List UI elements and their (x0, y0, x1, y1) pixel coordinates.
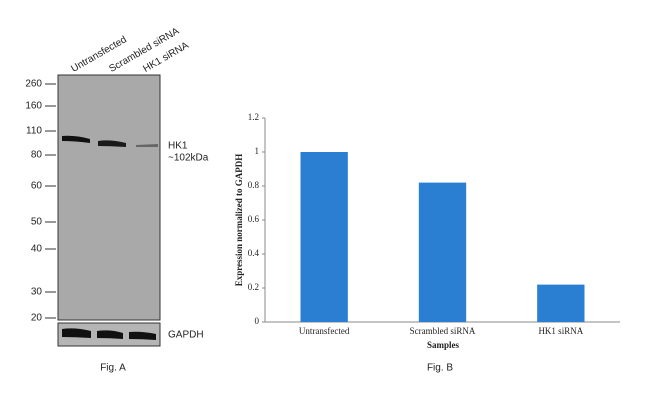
marker-label: 60 (31, 181, 43, 192)
x-axis-title: Samples (427, 340, 460, 350)
marker-label: 160 (25, 101, 42, 112)
band (97, 330, 123, 339)
y-tick-label: 0.8 (248, 180, 260, 190)
band (136, 144, 158, 147)
bar (537, 284, 585, 322)
caption: Fig. B (427, 363, 453, 374)
bar (418, 182, 467, 322)
y-tick-label: 1.2 (248, 112, 259, 122)
band-label: HK1 (168, 141, 188, 152)
western-blot: Untransfected Scrambled siRNA HK1 siRNA … (25, 26, 208, 374)
marker-label: 260 (25, 79, 42, 90)
x-tick-label: Scrambled siRNA (410, 326, 476, 336)
blot-membrane (57, 74, 161, 321)
bar-chart: Fig. B Samples Expression normalized to … (234, 112, 620, 374)
marker-label: 80 (31, 150, 43, 161)
bar (300, 152, 348, 322)
marker-label: 40 (31, 244, 43, 255)
marker-label: 110 (26, 126, 42, 137)
y-tick-label: 0 (255, 316, 260, 326)
marker-label: 20 (31, 313, 43, 324)
x-tick-label: HK1 siRNA (538, 326, 583, 336)
caption: Fig. A (100, 363, 126, 374)
band (62, 135, 90, 143)
y-tick-label: 0.2 (248, 282, 259, 292)
marker-label: 30 (31, 287, 43, 298)
band-size: ~102kDa (168, 153, 209, 164)
marker-ticks (45, 83, 56, 319)
y-tick-label: 0.6 (248, 214, 260, 224)
marker-label: 50 (31, 217, 43, 228)
loading-control: GAPDH (168, 330, 204, 341)
x-tick-label: Untransfected (299, 326, 350, 336)
y-tick-label: 1 (255, 146, 260, 156)
y-axis-title: Expression normalized to GAPDH (234, 154, 244, 287)
band (62, 328, 91, 338)
band (98, 140, 126, 147)
y-tick-label: 0.4 (248, 248, 260, 258)
band (129, 331, 156, 340)
